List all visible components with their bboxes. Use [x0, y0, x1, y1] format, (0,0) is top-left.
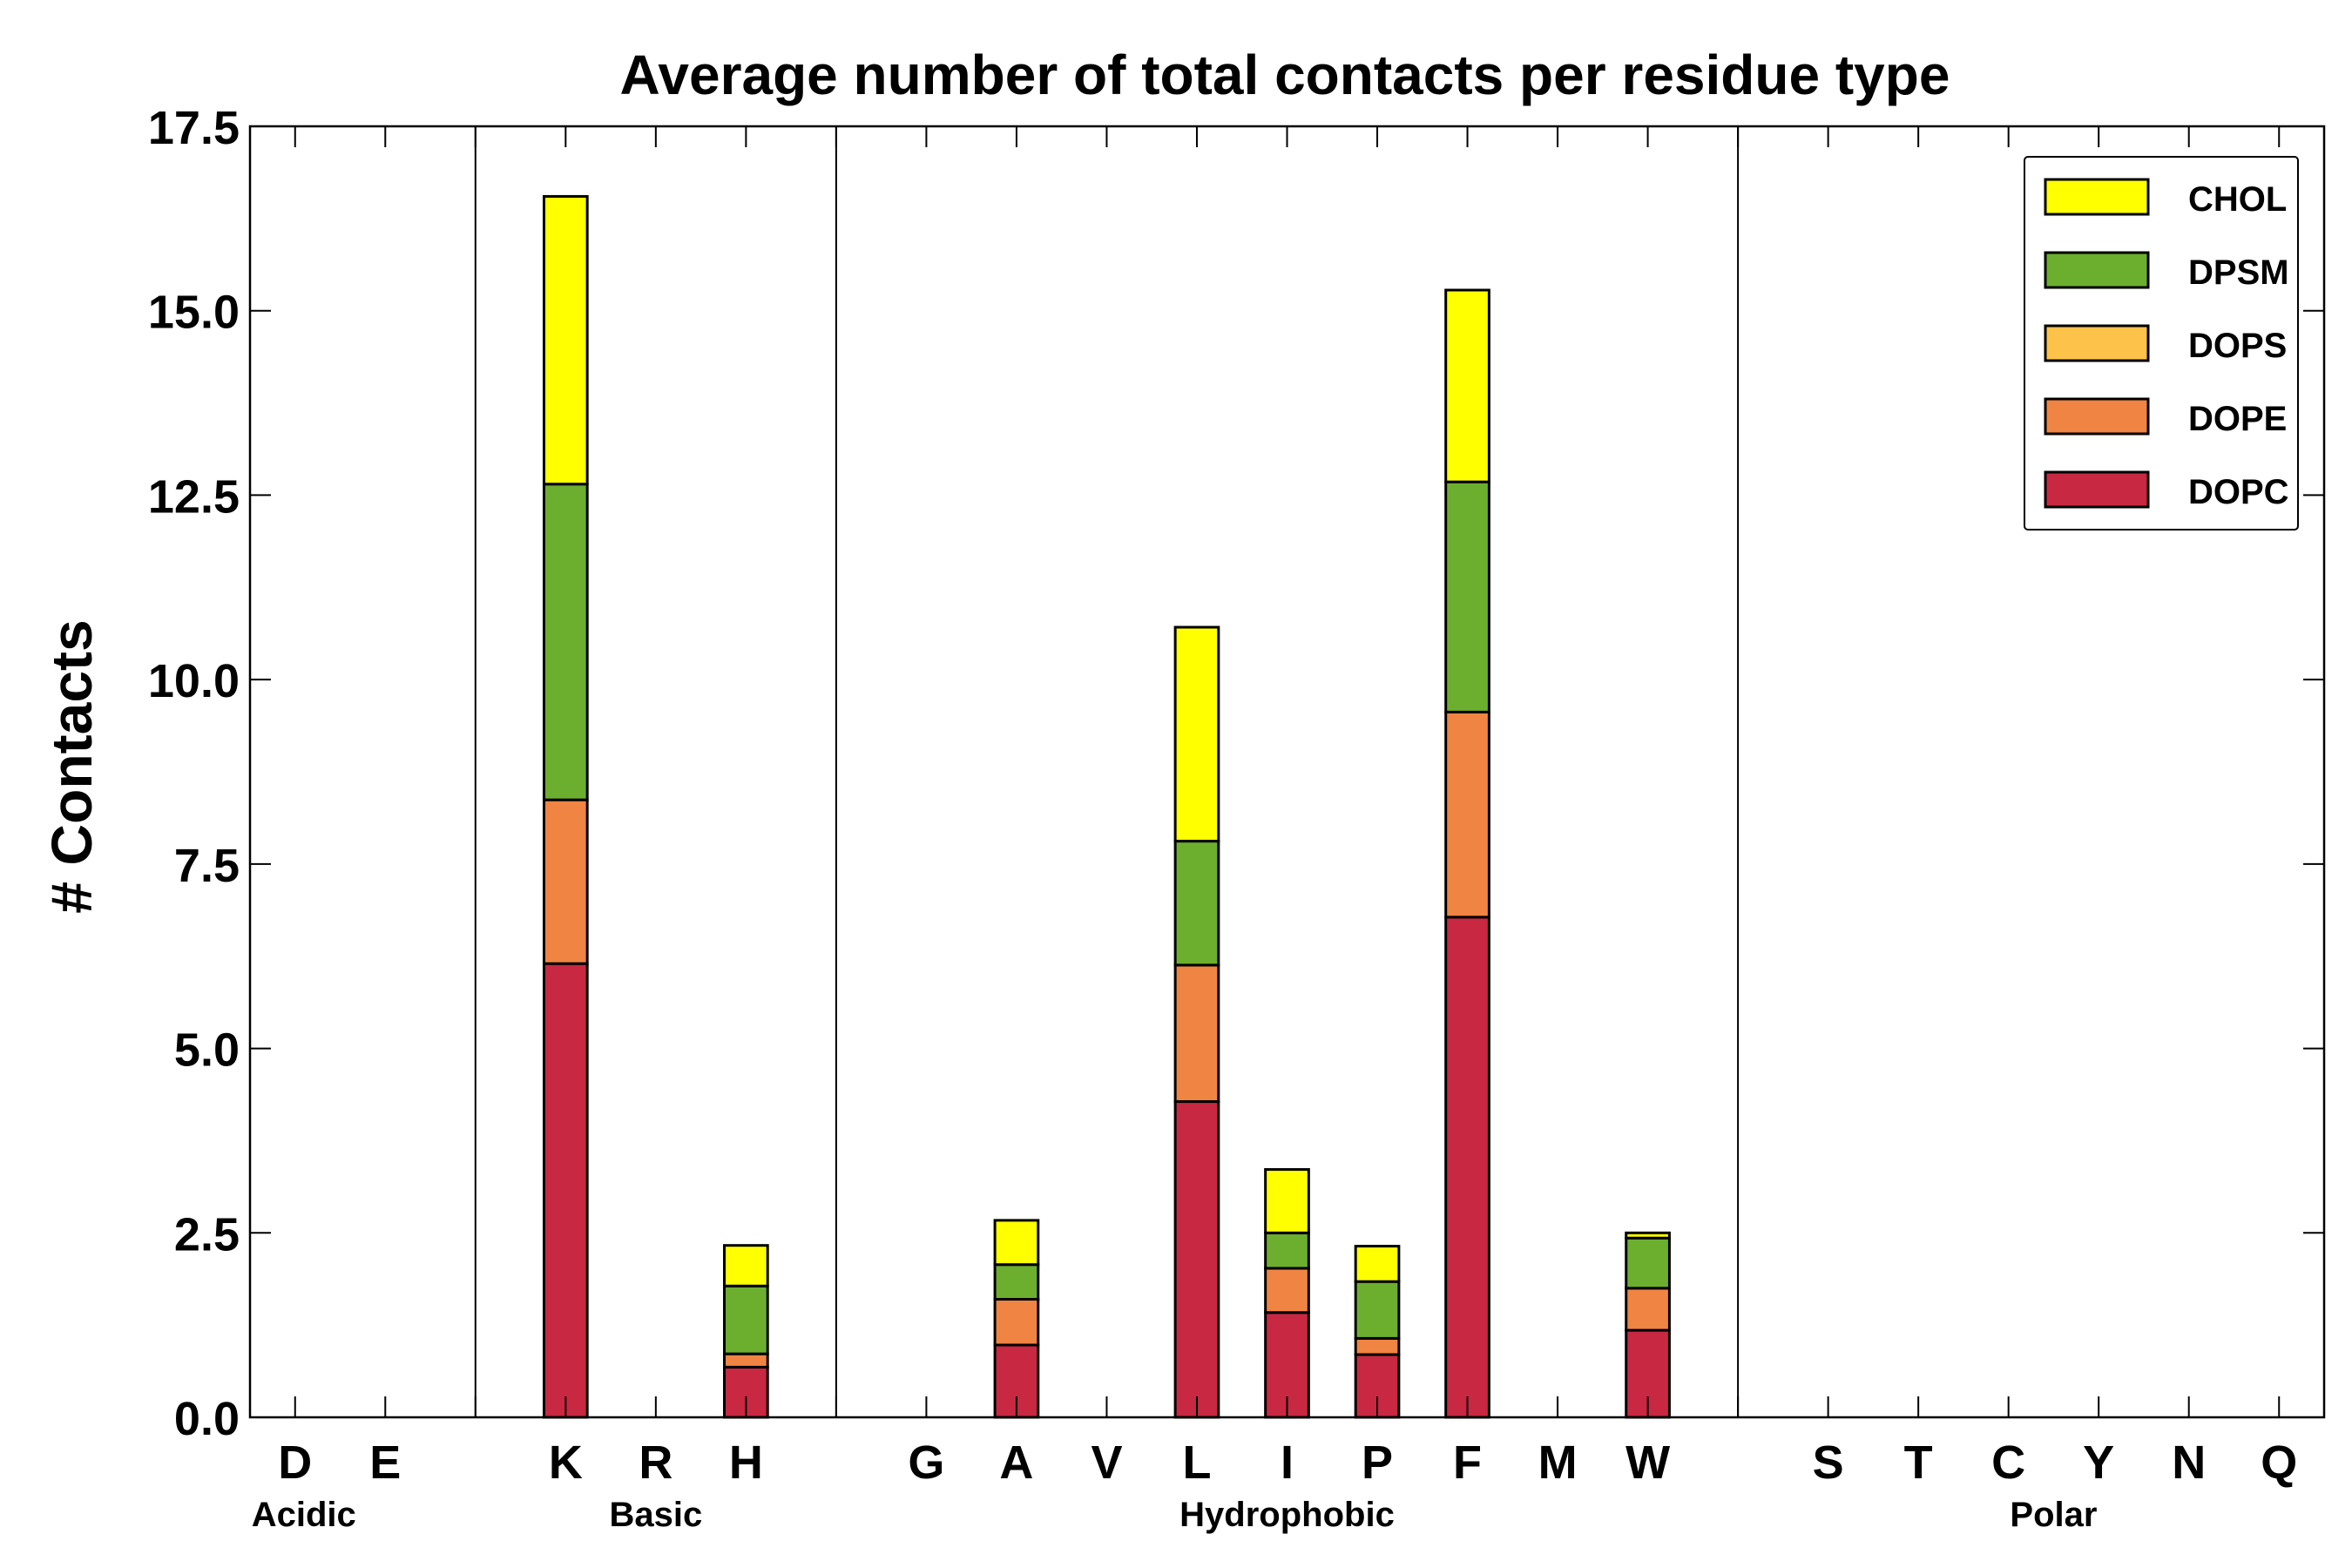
legend-swatch-chol [2044, 178, 2150, 216]
bar-i-chol [1264, 1167, 1310, 1234]
legend-label-chol: CHOL [2188, 180, 2287, 219]
bar-p-chol [1354, 1245, 1401, 1283]
bar-f-chol [1444, 288, 1490, 483]
legend-label-dops: DOPS [2188, 327, 2287, 365]
bar-l-dopc [1173, 1100, 1220, 1419]
bar-i-dope [1264, 1267, 1310, 1315]
x-tick-label-a: A [999, 1436, 1033, 1489]
legend-label-dope: DOPE [2188, 400, 2287, 438]
x-tick-label-s: S [1813, 1436, 1844, 1489]
bar-l-dpsm [1173, 840, 1220, 967]
x-tick-label-r: R [639, 1436, 672, 1489]
bar-p-dope [1354, 1336, 1401, 1356]
y-tick-label: 17.5 [148, 102, 240, 154]
x-tick-label-m: M [1538, 1436, 1578, 1489]
x-tick-label-c: C [1991, 1436, 2025, 1489]
group-label-polar: Polar [2010, 1496, 2097, 1534]
y-tick-label: 12.5 [148, 470, 240, 523]
y-tick-label: 5.0 [174, 1024, 240, 1077]
legend-swatch-dops [2044, 324, 2150, 362]
legend-box [2024, 156, 2299, 531]
bar-l-chol [1173, 625, 1220, 843]
bar-h-chol [723, 1244, 769, 1288]
bar-k-dope [542, 798, 589, 965]
x-tick-label-k: K [549, 1436, 583, 1489]
chart-title: Average number of total contacts per res… [620, 44, 1950, 106]
x-tick-label-t: T [1904, 1436, 1933, 1489]
x-tick-label-q: Q [2261, 1436, 2297, 1489]
x-tick-label-i: I [1281, 1436, 1294, 1489]
legend-swatch-dopc [2044, 470, 2150, 509]
group-label-hydrophobic: Hydrophobic [1179, 1496, 1395, 1534]
bar-w-dpsm [1625, 1236, 1671, 1290]
legend-swatch-dpsm [2044, 251, 2150, 289]
x-tick-label-g: G [908, 1436, 944, 1489]
legend-label-dopc: DOPC [2188, 473, 2289, 511]
group-label-basic: Basic [609, 1496, 702, 1534]
x-tick-label-d: D [278, 1436, 312, 1489]
x-tick-label-y: Y [2083, 1436, 2114, 1489]
bar-w-dope [1625, 1287, 1671, 1332]
x-tick-label-n: N [2172, 1436, 2206, 1489]
x-tick-label-p: P [1362, 1436, 1393, 1489]
x-tick-label-l: L [1182, 1436, 1211, 1489]
y-axis-label: # Contacts [39, 619, 104, 913]
bar-f-dope [1444, 710, 1490, 919]
bar-f-dpsm [1444, 480, 1490, 713]
bar-h-dope [723, 1352, 769, 1369]
bar-f-dopc [1444, 916, 1490, 1419]
y-tick-label: 7.5 [174, 840, 240, 892]
legend-swatch-dope [2044, 397, 2150, 436]
bar-a-dpsm [993, 1263, 1040, 1301]
bar-i-dpsm [1264, 1231, 1310, 1270]
group-label-acidic: Acidic [252, 1496, 356, 1534]
y-tick-label: 15.0 [148, 287, 240, 339]
x-tick-label-w: W [1625, 1436, 1670, 1489]
bar-l-dope [1173, 963, 1220, 1104]
x-tick-label-f: F [1453, 1436, 1482, 1489]
y-tick-label: 2.5 [174, 1208, 240, 1260]
bar-k-dopc [542, 962, 589, 1419]
bar-h-dpsm [723, 1284, 769, 1355]
y-tick-label: 10.0 [148, 655, 240, 707]
bar-a-dope [993, 1298, 1040, 1347]
bar-w-chol [1625, 1231, 1671, 1240]
bar-a-chol [993, 1219, 1040, 1267]
plot-area: 0.0 2.5 5.0 7.5 10.0 12.5 15.0 17.5 D E K R H G A V L I P F… [148, 102, 2326, 1534]
x-tick-label-e: E [369, 1436, 401, 1489]
x-tick-label-h: H [729, 1436, 763, 1489]
bar-k-chol [542, 194, 589, 486]
legend-label-dpsm: DPSM [2188, 253, 2289, 292]
x-tick-label-v: V [1091, 1436, 1122, 1489]
y-tick-label: 0.0 [174, 1393, 240, 1445]
bar-p-dpsm [1354, 1280, 1401, 1340]
bar-k-dpsm [542, 483, 589, 801]
